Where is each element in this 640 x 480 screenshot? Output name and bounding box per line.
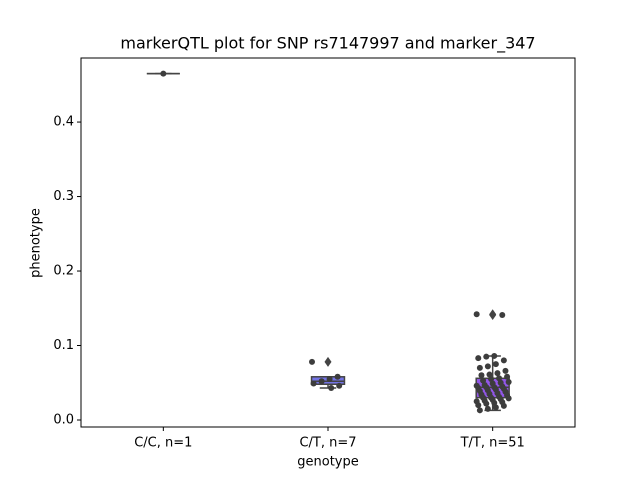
point bbox=[326, 376, 333, 383]
point bbox=[499, 311, 506, 318]
outlier bbox=[489, 309, 497, 320]
point bbox=[502, 367, 509, 374]
x-tick-label: T/T, n=51 bbox=[460, 436, 525, 451]
y-tick-label: 0.0 bbox=[53, 412, 74, 427]
point bbox=[336, 382, 343, 389]
y-axis-label: phenotype bbox=[29, 208, 44, 278]
point bbox=[476, 364, 483, 371]
point bbox=[492, 404, 499, 411]
point bbox=[500, 357, 507, 364]
point bbox=[160, 70, 167, 77]
outlier bbox=[324, 356, 332, 367]
point bbox=[318, 378, 325, 385]
point bbox=[483, 400, 490, 407]
point bbox=[328, 384, 335, 391]
y-tick-label: 0.4 bbox=[53, 115, 74, 130]
x-tick-label: C/T, n=7 bbox=[299, 436, 356, 451]
point bbox=[492, 361, 499, 368]
y-tick-label: 0.2 bbox=[53, 264, 74, 279]
point bbox=[475, 355, 482, 362]
point bbox=[484, 363, 491, 370]
x-tick-label: C/C, n=1 bbox=[134, 436, 192, 451]
point bbox=[491, 352, 498, 359]
x-axis-label: genotype bbox=[297, 455, 358, 470]
point bbox=[310, 380, 317, 387]
point bbox=[484, 405, 491, 412]
point bbox=[505, 379, 512, 386]
point bbox=[476, 407, 483, 414]
point bbox=[334, 373, 341, 380]
point bbox=[309, 358, 315, 365]
point bbox=[475, 402, 482, 409]
y-tick-label: 0.1 bbox=[53, 338, 74, 353]
point bbox=[483, 353, 490, 360]
point bbox=[500, 402, 507, 409]
point bbox=[478, 372, 485, 379]
point bbox=[473, 311, 480, 318]
point bbox=[504, 373, 511, 380]
chart-title: markerQTL plot for SNP rs7147997 and mar… bbox=[120, 34, 535, 54]
point bbox=[494, 370, 501, 377]
y-tick-label: 0.3 bbox=[53, 189, 74, 204]
plot-frame bbox=[80, 57, 576, 428]
point bbox=[505, 395, 512, 402]
